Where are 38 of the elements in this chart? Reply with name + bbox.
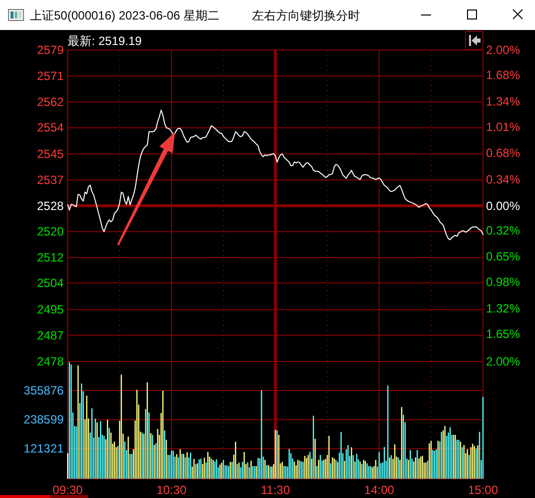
x-tick-label: 14:00 <box>364 483 395 498</box>
y2-tick-label: 1.34% <box>486 94 520 108</box>
line-series <box>67 110 484 240</box>
y-tick-label: 2537 <box>36 172 64 187</box>
x-tick-label: 10:30 <box>156 483 187 498</box>
y2-tick-label: 2.00% <box>486 354 520 368</box>
y-tick-label: 2478 <box>36 354 64 368</box>
y-tick-label: 355876 <box>24 384 64 398</box>
y-tick-label: 238599 <box>24 412 64 427</box>
y-tick-label: 2562 <box>36 94 64 109</box>
y-tick-label: 2545 <box>36 146 64 161</box>
y-tick-label: 2520 <box>36 224 64 239</box>
y-tick-label: 2495 <box>36 302 64 317</box>
y-tick-label: 2512 <box>36 250 64 265</box>
y-tick-label: 2528 <box>36 199 64 214</box>
y-tick-label: 121321 <box>24 442 64 456</box>
chart-title: 上证50(000016) 2023-06-06 星期二 <box>30 8 220 22</box>
y-tick-label: 2571 <box>36 68 64 83</box>
y2-tick-label: 0.68% <box>486 146 520 160</box>
x-tick-label: 15:00 <box>468 483 498 498</box>
x-tick-label: 09:30 <box>52 483 84 498</box>
y2-tick-label: 1.65% <box>486 327 520 342</box>
y2-tick-label: 0.98% <box>486 275 520 290</box>
y2-tick-label: 0.65% <box>486 249 520 264</box>
chart-subtitle: 左右方向键切换分时 <box>252 8 360 22</box>
y2-tick-label: 0.00% <box>486 198 520 213</box>
y2-tick-label: 2.00% <box>486 43 520 57</box>
y2-tick-label: 1.01% <box>486 120 520 134</box>
y2-tick-label: 0.34% <box>486 172 520 186</box>
y-tick-label: 2579 <box>36 43 64 57</box>
y2-tick-label: 0.32% <box>486 224 520 238</box>
y-tick-label: 2554 <box>36 120 64 135</box>
text: 最新: 2519.19 <box>68 34 142 48</box>
y2-tick-label: 1.68% <box>486 68 520 82</box>
y-tick-label: 2487 <box>36 328 64 342</box>
x-tick-label: 11:30 <box>260 483 290 498</box>
y-tick-label: 2504 <box>36 276 64 290</box>
y2-tick-label: 1.32% <box>486 302 520 316</box>
